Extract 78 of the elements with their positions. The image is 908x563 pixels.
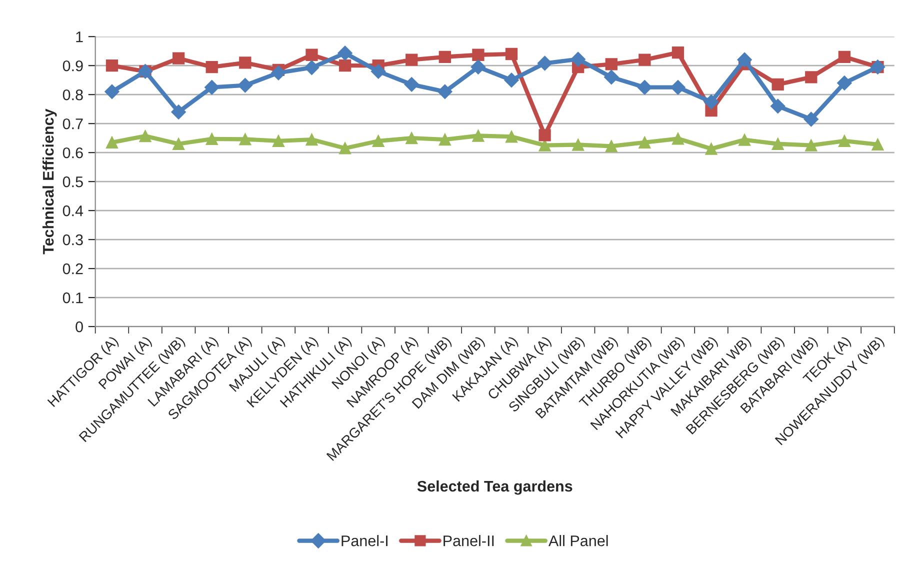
point [705,142,718,155]
y-tick-label: 0.5 [62,176,83,188]
point [438,84,452,100]
point [638,54,651,66]
point [438,133,451,146]
point [338,142,352,154]
point [570,52,586,67]
point [538,129,551,142]
point [838,50,851,63]
point [837,76,852,90]
point [472,130,484,142]
y-tick-label: 0.9 [62,60,83,72]
legend-label: All Panel [548,535,608,546]
y-tick-label: 0.6 [62,147,83,158]
y-tick-label: 0 [76,321,83,332]
point [271,65,286,80]
x-axis-title: Selected Tea gardens [417,480,572,495]
y-tick-label: 0.2 [62,263,83,274]
point [172,138,185,150]
point [772,78,784,91]
point [838,134,851,148]
y-tick-label: 1 [76,32,83,42]
point [872,138,884,151]
point [139,130,152,142]
point [672,46,684,59]
point [804,112,819,127]
point [206,60,218,74]
point [770,98,786,114]
point [470,60,486,74]
point [672,132,684,145]
y-tick-label: 0.7 [62,118,83,130]
y-tick-label: 0.4 [62,205,84,216]
point [306,48,318,61]
point [605,140,618,152]
point [171,104,186,120]
point [605,58,618,70]
point [505,48,518,60]
point [372,134,384,148]
point [172,52,185,64]
point [239,56,252,69]
point [338,60,352,72]
point [406,132,418,144]
point [438,50,451,63]
y-tick-label: 0.8 [62,89,83,100]
point [737,52,752,68]
point [637,80,652,95]
point [406,54,418,66]
point [304,60,320,76]
y-tick-label: 0.3 [62,234,83,246]
legend-label: Panel-I [342,535,388,546]
point [572,138,584,151]
point [306,133,318,146]
y-tick-label: 0.1 [62,292,83,304]
point [772,138,784,150]
point [238,78,253,93]
point [537,56,552,71]
y-axis-title: Technical Efficiency [42,108,57,254]
point [106,136,118,148]
point [239,133,252,146]
point [472,48,484,61]
point [106,60,118,72]
point [704,94,719,110]
point [738,134,751,146]
point [204,80,220,95]
point [338,46,352,61]
point [604,70,619,85]
point [206,132,218,146]
point [638,136,651,148]
point [805,71,818,84]
point [370,64,386,79]
point [805,139,818,152]
point [104,84,120,100]
point [670,80,686,95]
legend-label: Panel-II [444,535,494,546]
point [272,134,285,148]
point [505,130,518,143]
point [404,77,420,92]
point [504,72,519,88]
